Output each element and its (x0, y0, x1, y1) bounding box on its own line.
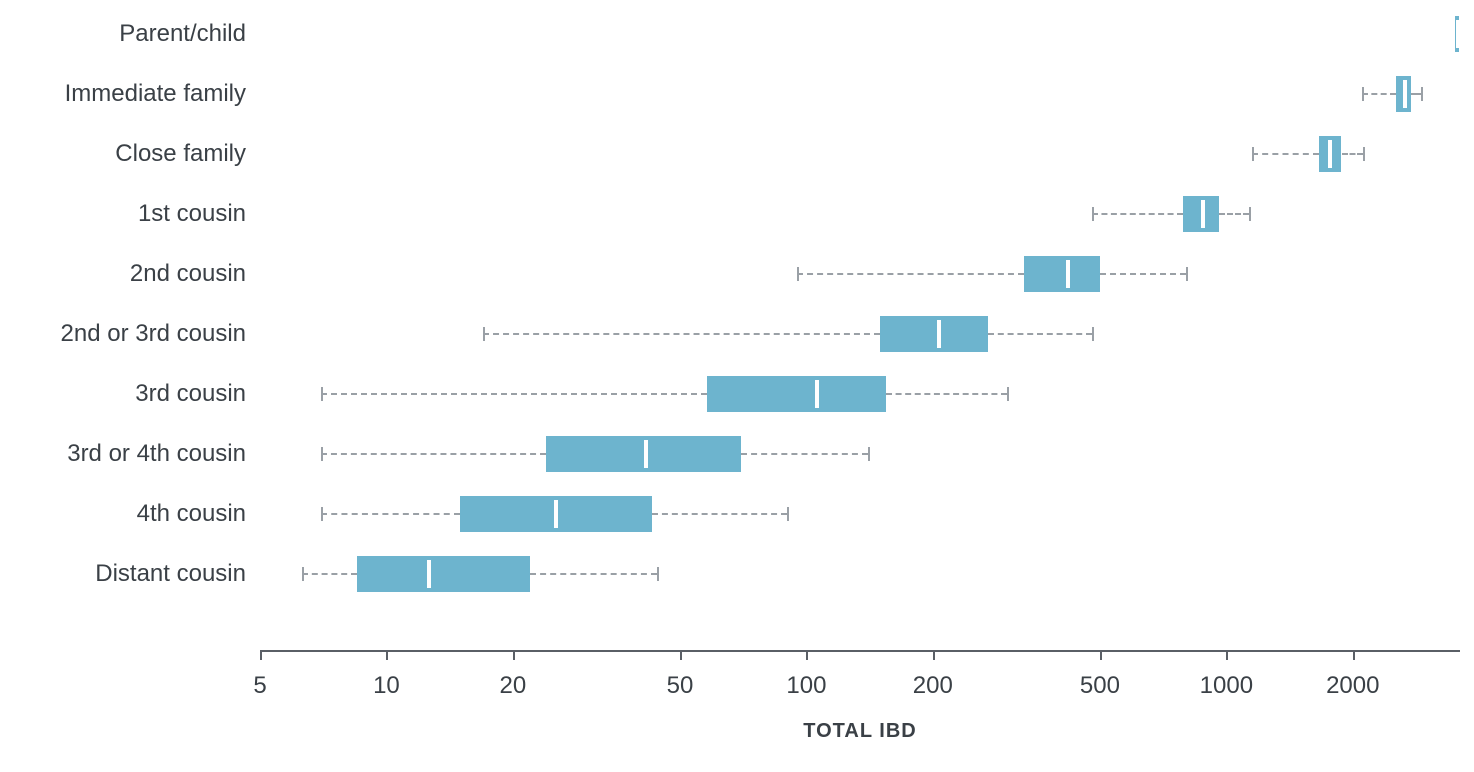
median-line (554, 500, 558, 528)
whisker-low (483, 333, 880, 335)
whisker-cap-low (1362, 87, 1364, 101)
whisker-low (321, 453, 546, 455)
x-tick (806, 650, 808, 660)
x-tick (513, 650, 515, 660)
median-line (1066, 260, 1070, 288)
whisker-low (1362, 93, 1396, 95)
whisker-cap-low (797, 267, 799, 281)
whisker-cap-low (321, 507, 323, 521)
whisker-high (1219, 213, 1249, 215)
median-line (1328, 140, 1332, 168)
category-label: Parent/child (119, 20, 260, 48)
category-label: 4th cousin (137, 500, 260, 528)
whisker-high (1342, 153, 1364, 155)
ibd-boxplot-chart: Parent/child Immediate family Close family… (0, 0, 1474, 772)
whisker-cap-low (321, 387, 323, 401)
x-tick-label: 10 (373, 672, 400, 700)
whisker-cap-high (1421, 87, 1423, 101)
iqr-box (1024, 256, 1100, 292)
whisker-low (321, 393, 707, 395)
median-line (1403, 80, 1407, 108)
iqr-box (707, 376, 886, 412)
whisker-high (886, 393, 1006, 395)
x-tick-label: 200 (913, 672, 953, 700)
whisker-cap-low (483, 327, 485, 341)
x-tick-label: 1000 (1200, 672, 1253, 700)
x-tick-label: 2000 (1326, 672, 1379, 700)
whisker-high (988, 333, 1093, 335)
whisker-low (321, 513, 460, 515)
median-line (1201, 200, 1205, 228)
x-tick-label: 500 (1080, 672, 1120, 700)
whisker-high (741, 453, 867, 455)
category-label: 1st cousin (138, 200, 260, 228)
whisker-cap-low (1092, 207, 1094, 221)
x-tick-label: 20 (499, 672, 526, 700)
plot-area: Parent/childImmediate familyClose family… (260, 10, 1460, 650)
x-tick (1353, 650, 1355, 660)
median-line (937, 320, 941, 348)
whisker-high (1100, 273, 1186, 275)
median-line (815, 380, 819, 408)
category-label: Close family (115, 140, 260, 168)
whisker-high (1411, 93, 1421, 95)
x-tick (680, 650, 682, 660)
median-line (1456, 20, 1460, 48)
whisker-high (652, 513, 787, 515)
whisker-cap-high (1249, 207, 1251, 221)
whisker-cap-high (787, 507, 789, 521)
whisker-low (1252, 153, 1319, 155)
x-tick (933, 650, 935, 660)
whisker-cap-low (302, 567, 304, 581)
category-label: 3rd or 4th cousin (67, 440, 260, 468)
whisker-cap-high (657, 567, 659, 581)
category-label: 2nd or 3rd cousin (61, 320, 260, 348)
category-label: 3rd cousin (135, 380, 260, 408)
x-axis-title: TOTAL IBD (803, 720, 916, 743)
x-tick (1226, 650, 1228, 660)
category-label: Distant cousin (95, 560, 260, 588)
whisker-cap-high (1186, 267, 1188, 281)
whisker-high (530, 573, 656, 575)
median-line (427, 560, 431, 588)
iqr-box (880, 316, 987, 352)
whisker-low (797, 273, 1024, 275)
x-tick-label: 50 (667, 672, 694, 700)
whisker-cap-low (321, 447, 323, 461)
whisker-low (1092, 213, 1183, 215)
x-tick (1100, 650, 1102, 660)
x-tick-label: 5 (253, 672, 266, 700)
x-tick (386, 650, 388, 660)
iqr-box (357, 556, 530, 592)
category-label: Immediate family (65, 80, 260, 108)
median-line (644, 440, 648, 468)
x-tick-label: 100 (786, 672, 826, 700)
whisker-cap-high (1007, 387, 1009, 401)
whisker-low (302, 573, 357, 575)
x-tick (260, 650, 262, 660)
x-axis-line (260, 650, 1460, 652)
whisker-cap-low (1252, 147, 1254, 161)
whisker-cap-high (868, 447, 870, 461)
category-label: 2nd cousin (130, 260, 260, 288)
whisker-cap-high (1092, 327, 1094, 341)
whisker-cap-high (1363, 147, 1365, 161)
